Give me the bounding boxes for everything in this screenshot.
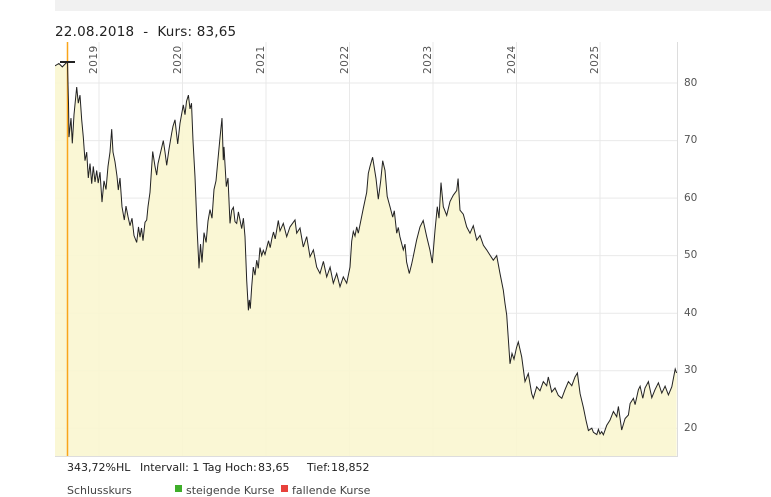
x-axis-tick-label: 2019 bbox=[88, 45, 100, 74]
price-area-fill bbox=[55, 62, 677, 457]
x-axis-tick-label: 2022 bbox=[338, 45, 351, 74]
y-axis-tick-label: 30 bbox=[684, 364, 698, 377]
high-label: Hoch: bbox=[225, 461, 257, 474]
x-axis-tick-label: 2021 bbox=[255, 45, 267, 74]
y-axis-tick-label: 40 bbox=[684, 306, 698, 319]
high-value: 83,65 bbox=[258, 461, 290, 474]
y-axis-tick-label: 70 bbox=[684, 134, 698, 147]
interval-label: Intervall: 1 Tag bbox=[140, 461, 222, 474]
price-chart-canvas[interactable] bbox=[55, 42, 678, 457]
crosshair-price-tick-icon bbox=[60, 61, 75, 63]
range-percent-hl: 343,72%HL bbox=[67, 461, 131, 474]
x-axis-tick-label: 2025 bbox=[589, 45, 601, 74]
y-axis-tick-label: 80 bbox=[684, 76, 698, 89]
price-chart[interactable] bbox=[55, 42, 678, 457]
crosshair-readout-title: 22.08.2018 - Kurs: 83,65 bbox=[55, 24, 237, 40]
y-axis-tick-label: 20 bbox=[684, 421, 698, 434]
x-axis-tick-label: 2023 bbox=[422, 45, 434, 74]
y-axis-tick-label: 50 bbox=[684, 249, 698, 262]
y-axis-tick-label: 60 bbox=[684, 191, 698, 204]
price-line bbox=[55, 60, 678, 437]
top-toolbar-strip bbox=[55, 0, 771, 11]
x-axis-tick-label: 2024 bbox=[505, 45, 518, 74]
legend-down-swatch-icon bbox=[281, 485, 288, 492]
low-value: 18,852 bbox=[331, 461, 370, 474]
legend-up-swatch-icon bbox=[175, 485, 182, 492]
low-label: Tief: bbox=[307, 461, 331, 474]
x-axis-tick-label: 2020 bbox=[171, 45, 184, 74]
